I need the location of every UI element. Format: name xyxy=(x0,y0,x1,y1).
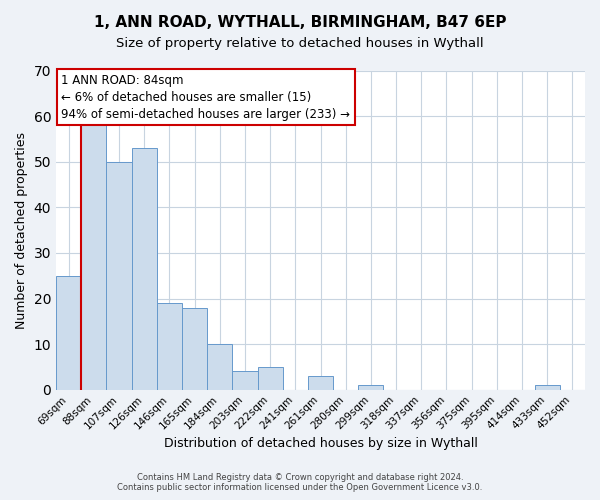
Bar xyxy=(308,376,333,390)
Bar xyxy=(106,162,131,390)
Text: Size of property relative to detached houses in Wythall: Size of property relative to detached ho… xyxy=(116,38,484,51)
Bar xyxy=(56,276,81,390)
Bar xyxy=(81,125,106,390)
Bar xyxy=(232,372,257,390)
Bar xyxy=(207,344,232,390)
X-axis label: Distribution of detached houses by size in Wythall: Distribution of detached houses by size … xyxy=(164,437,478,450)
Bar xyxy=(182,308,207,390)
Text: Contains HM Land Registry data © Crown copyright and database right 2024.
Contai: Contains HM Land Registry data © Crown c… xyxy=(118,473,482,492)
Bar xyxy=(157,303,182,390)
Text: 1 ANN ROAD: 84sqm
← 6% of detached houses are smaller (15)
94% of semi-detached : 1 ANN ROAD: 84sqm ← 6% of detached house… xyxy=(61,74,350,120)
Bar xyxy=(358,385,383,390)
Y-axis label: Number of detached properties: Number of detached properties xyxy=(15,132,28,328)
Bar xyxy=(131,148,157,390)
Bar xyxy=(257,367,283,390)
Text: 1, ANN ROAD, WYTHALL, BIRMINGHAM, B47 6EP: 1, ANN ROAD, WYTHALL, BIRMINGHAM, B47 6E… xyxy=(94,15,506,30)
Bar xyxy=(535,385,560,390)
